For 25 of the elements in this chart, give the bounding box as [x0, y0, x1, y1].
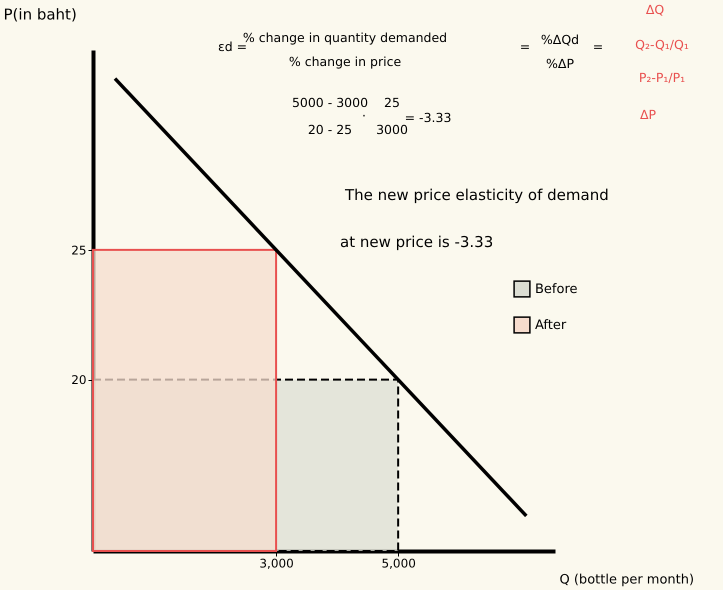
annotation: 25 [384, 95, 400, 110]
text: Q₂-Q₁/Q₁ [635, 37, 689, 52]
text: ΔQ [646, 2, 664, 17]
annotation: 3000 [376, 122, 408, 137]
annotation: %ΔP [546, 56, 574, 71]
annotation: 20 - 25 [308, 122, 352, 137]
y-tick-label: 20 [71, 373, 86, 388]
annotation: = -3.33 [404, 110, 452, 125]
text: = [592, 39, 604, 54]
x-axis-title: Q (bottle per month) [560, 572, 694, 588]
annotation: The new price elasticity of demand [344, 186, 609, 204]
legend-label: Before [535, 282, 578, 297]
annotation: at new price is -3.33 [340, 233, 494, 251]
legend-label: After [535, 318, 567, 333]
annotation: % change in price [288, 54, 402, 69]
annotation: 5000 - 3000 [292, 95, 368, 110]
x-tick-label: 5,000 [381, 556, 416, 570]
text: %ΔQd [540, 32, 580, 47]
x-tick-label: 3,000 [259, 556, 294, 570]
text: % change in quantity demanded [242, 30, 448, 45]
text: ΔP [640, 107, 657, 122]
text: P₂-P₁/P₁ [638, 70, 686, 85]
annotation: · [362, 108, 366, 123]
annotation: = [520, 39, 530, 54]
y-axis-title: P(in baht) [4, 6, 77, 24]
